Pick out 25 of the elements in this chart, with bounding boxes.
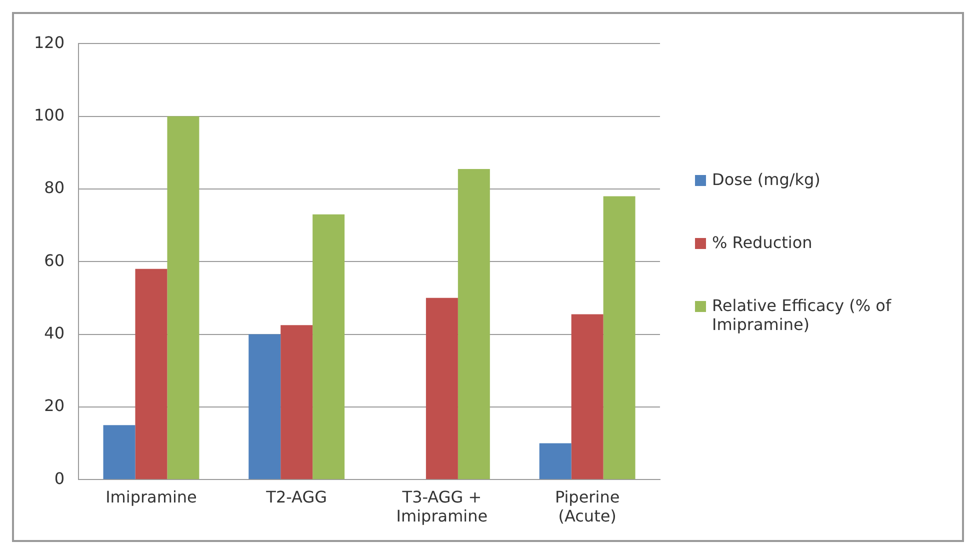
- bar: [603, 196, 636, 480]
- bar: [426, 298, 458, 480]
- bar: [135, 268, 168, 480]
- x-tick-label: T3-AGG + Imipramine: [396, 487, 488, 526]
- y-tick-label: 0: [54, 468, 65, 488]
- x-tick-label: Piperine (Acute): [554, 487, 620, 526]
- y-tick-label: 120: [34, 32, 65, 52]
- y-tick-label: 80: [44, 178, 65, 198]
- legend-label: % Reduction: [712, 233, 812, 252]
- x-tick-label: T2-AGG: [265, 487, 328, 506]
- y-tick-label: 20: [44, 396, 65, 416]
- legend-label: Dose (mg/kg): [712, 170, 820, 189]
- bar: [103, 425, 136, 480]
- y-tick-label: 40: [44, 323, 65, 342]
- bar: [248, 334, 281, 480]
- bar: [280, 325, 313, 480]
- bar: [571, 314, 604, 480]
- y-tick-label: 60: [44, 250, 65, 270]
- bar: [458, 168, 490, 480]
- bar: [167, 116, 200, 480]
- bar: [312, 214, 345, 480]
- legend-label: Relative Efficacy (% of Imipramine): [712, 296, 892, 334]
- bar: [539, 443, 572, 480]
- y-tick-label: 100: [34, 105, 65, 124]
- x-tick-label: Imipramine: [106, 487, 197, 506]
